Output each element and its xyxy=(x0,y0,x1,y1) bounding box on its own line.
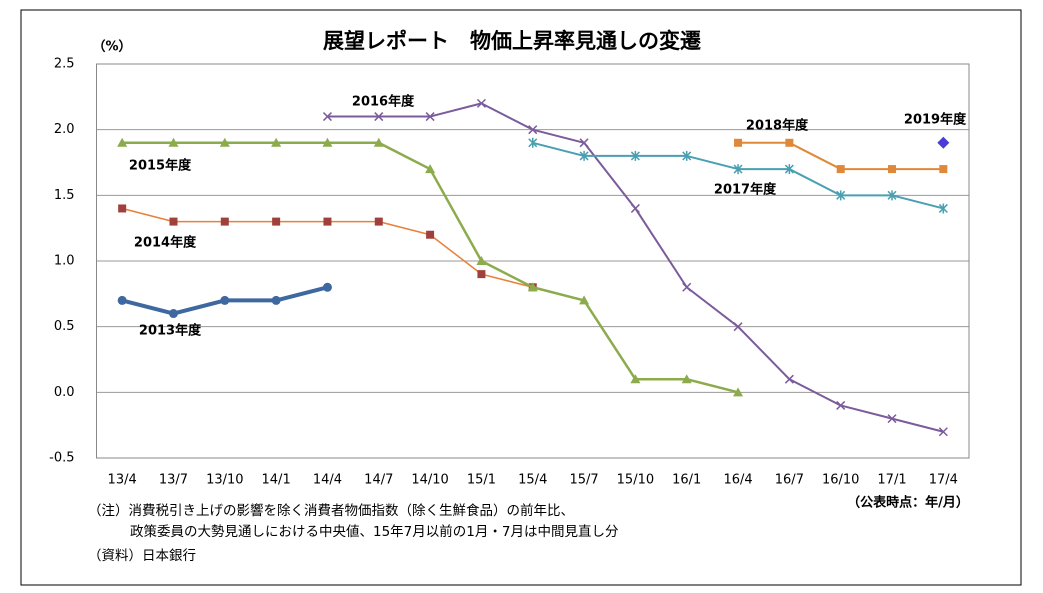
x-tick-label: 13/4 xyxy=(108,473,137,488)
marker xyxy=(938,203,948,214)
marker xyxy=(733,164,743,175)
marker xyxy=(579,150,589,161)
y-tick-label: 0.0 xyxy=(54,385,75,400)
x-tick-label: 15/1 xyxy=(467,473,496,488)
marker xyxy=(374,112,384,122)
marker xyxy=(219,137,230,147)
series-label: 2015年度 xyxy=(129,158,192,174)
marker xyxy=(477,270,486,279)
marker xyxy=(579,295,590,305)
series-label: 2013年度 xyxy=(139,323,202,339)
marker xyxy=(887,190,897,201)
marker xyxy=(476,98,486,108)
note: （資料）日本銀行 xyxy=(88,548,196,564)
marker xyxy=(937,136,950,149)
series-line xyxy=(122,141,739,394)
marker xyxy=(271,137,282,147)
x-tick-label: 16/10 xyxy=(822,473,859,488)
x-tick-label: 16/1 xyxy=(672,473,701,488)
marker xyxy=(220,217,229,226)
marker xyxy=(528,137,538,148)
y-tick-label: -0.5 xyxy=(49,451,74,466)
marker xyxy=(220,295,230,305)
marker xyxy=(630,374,641,384)
marker xyxy=(938,427,948,437)
series-label: 2014年度 xyxy=(134,235,197,251)
marker xyxy=(733,322,743,332)
marker xyxy=(784,164,794,175)
series-label: 2018年度 xyxy=(746,118,809,134)
x-tick-label: 14/4 xyxy=(313,473,342,488)
marker xyxy=(322,112,332,122)
x-tick-label: 15/7 xyxy=(569,473,598,488)
marker xyxy=(733,387,744,397)
x-tick-label: 14/7 xyxy=(364,473,393,488)
marker xyxy=(169,217,178,226)
frame xyxy=(20,9,1022,586)
plot-area xyxy=(96,63,970,459)
marker xyxy=(784,374,794,384)
x-axis-label: （公表時点：年/月） xyxy=(847,495,969,511)
x-tick-label: 14/10 xyxy=(411,473,448,488)
marker xyxy=(322,282,332,292)
marker xyxy=(168,309,178,319)
y-tick-label: 2.0 xyxy=(54,122,75,137)
marker xyxy=(271,295,281,305)
x-tick-label: 15/4 xyxy=(518,473,547,488)
marker xyxy=(117,137,128,147)
y-tick-label: 1.5 xyxy=(54,188,75,203)
marker xyxy=(734,138,743,147)
x-tick-label: 14/1 xyxy=(262,473,291,488)
marker xyxy=(323,217,332,226)
y-tick-label: 1.0 xyxy=(54,254,75,269)
marker xyxy=(682,282,692,292)
marker xyxy=(374,217,383,226)
y-axis-label: （%） xyxy=(92,39,131,55)
marker xyxy=(528,125,538,135)
marker xyxy=(117,295,127,305)
marker xyxy=(836,400,846,410)
marker xyxy=(681,374,692,384)
x-tick-label: 15/10 xyxy=(617,473,654,488)
series-line xyxy=(532,141,944,210)
marker xyxy=(630,150,640,161)
x-tick-label: 17/4 xyxy=(929,473,958,488)
marker xyxy=(939,165,948,174)
x-tick-label: 17/1 xyxy=(877,473,906,488)
marker xyxy=(527,282,538,292)
marker xyxy=(579,138,589,148)
y-tick-label: 2.5 xyxy=(54,57,75,72)
marker xyxy=(836,190,846,201)
note: （注）消費税引き上げの影響を除く消費者物価指数（除く生鮮食品）の前年比、 xyxy=(88,502,574,519)
series-label: 2017年度 xyxy=(714,182,777,198)
note: 政策委員の大勢見通しにおける中央値、15年7月以前の1月・7月は中間見直し分 xyxy=(130,523,618,540)
marker xyxy=(682,150,692,161)
marker xyxy=(785,138,794,147)
series-label: 2016年度 xyxy=(352,94,415,110)
marker xyxy=(887,414,897,424)
marker xyxy=(836,165,845,174)
x-tick-label: 16/7 xyxy=(775,473,804,488)
marker xyxy=(630,203,640,213)
marker xyxy=(272,217,281,226)
marker xyxy=(322,137,333,147)
marker xyxy=(888,165,897,174)
marker xyxy=(425,164,436,174)
marker xyxy=(425,112,435,122)
chart-title: 展望レポート 物価上昇率見通しの変遷 xyxy=(323,29,701,53)
marker xyxy=(476,256,487,265)
x-tick-label: 13/10 xyxy=(206,473,243,488)
y-tick-label: 0.5 xyxy=(54,319,75,334)
x-tick-label: 13/7 xyxy=(159,473,188,488)
marker xyxy=(426,230,435,239)
x-tick-label: 16/4 xyxy=(723,473,752,488)
series-label: 2019年度 xyxy=(904,112,967,128)
marker xyxy=(168,137,179,147)
marker xyxy=(373,137,384,147)
marker xyxy=(118,204,127,213)
